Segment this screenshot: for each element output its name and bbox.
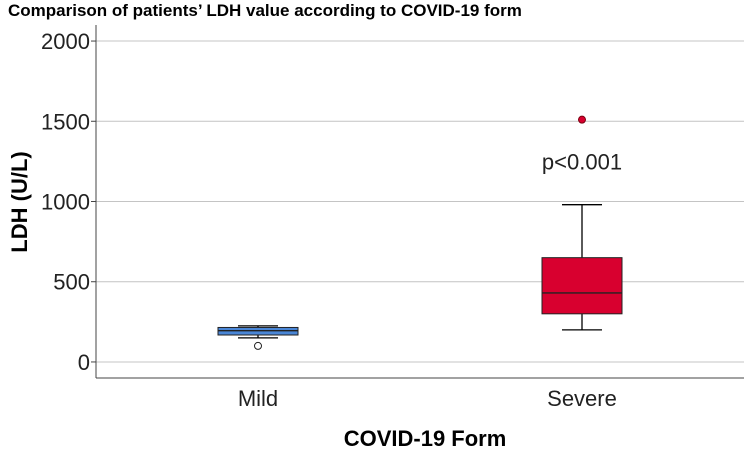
boxes (217, 115, 623, 350)
x-category-label: Mild (238, 386, 278, 411)
y-tick-label: 500 (53, 270, 90, 295)
x-axis-title: COVID-19 Form (344, 426, 507, 450)
y-axis-title: LDH (U/L) (7, 151, 32, 252)
outlier-point (578, 115, 586, 124)
gridlines (96, 40, 744, 363)
box-severe (541, 115, 623, 331)
box-mild (217, 325, 299, 350)
chart-title: Comparison of patients’ LDH value accord… (8, 1, 522, 20)
iqr-box (541, 257, 623, 315)
y-tick-label: 1000 (41, 190, 90, 215)
x-category-label: Severe (547, 386, 617, 411)
p-value-annotation: p<0.001 (542, 149, 622, 174)
y-tick-label: 2000 (41, 29, 90, 54)
y-tick-label: 1500 (41, 109, 90, 134)
outlier-point (254, 341, 262, 350)
x-category-labels: Mild Severe (238, 386, 617, 411)
y-tick-labels: 0 500 1000 1500 2000 (41, 29, 96, 375)
y-tick-label: 0 (78, 350, 90, 375)
